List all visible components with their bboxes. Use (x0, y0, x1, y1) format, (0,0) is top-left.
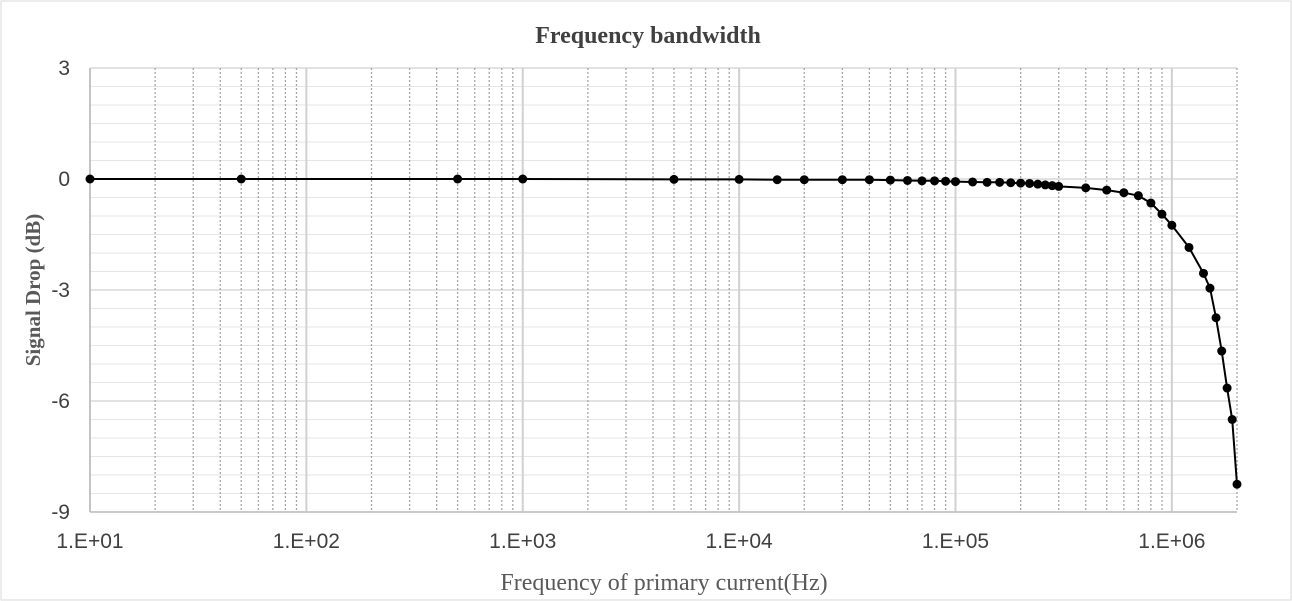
data-point (902, 175, 912, 185)
grid-lines (89, 67, 1238, 513)
y-tick-label: -6 (51, 390, 70, 413)
data-point (917, 176, 927, 186)
data-point (1025, 178, 1035, 188)
x-tick-label: 1.E+01 (56, 530, 123, 553)
x-tick-label: 1.E+05 (922, 530, 989, 553)
data-point (1016, 178, 1026, 188)
data-point (1217, 346, 1227, 356)
data-point (1133, 191, 1143, 201)
chart-title: Frequency bandwidth (535, 23, 761, 49)
data-point (1198, 268, 1208, 278)
axes (89, 68, 1237, 513)
y-tick-label: 3 (58, 57, 70, 80)
y-tick-label: -3 (51, 279, 70, 302)
data-point (1146, 198, 1156, 208)
data-point (772, 175, 782, 185)
data-point (1054, 181, 1064, 191)
data-point (995, 177, 1005, 187)
y-tick-label: -9 (51, 501, 70, 524)
data-point (1167, 220, 1177, 230)
data-point (837, 175, 847, 185)
data-point (1222, 383, 1232, 393)
data-point (799, 175, 809, 185)
data-point (982, 177, 992, 187)
data-point (1157, 209, 1167, 219)
data-point (1006, 178, 1016, 188)
data-point (1232, 479, 1242, 489)
data-point (1227, 415, 1237, 424)
data-point (1033, 179, 1043, 189)
data-point (669, 174, 679, 184)
data-point (734, 174, 744, 184)
data-series (85, 174, 1242, 489)
data-point (1211, 313, 1221, 323)
y-axis-title: Signal Drop (dB) (21, 214, 45, 367)
data-point (518, 174, 528, 184)
data-point (1184, 242, 1194, 252)
x-tick-label: 1.E+02 (273, 530, 340, 553)
tick-labels: -9 -6 -3 0 3 1.E+01 1.E+02 1.E+03 1.E+04 1.E+05 1.… (51, 57, 1205, 553)
y-tick-label: 0 (58, 168, 70, 191)
x-axis-title: Frequency of primary current(Hz) (500, 570, 827, 596)
x-tick-label: 1.E+03 (489, 530, 556, 553)
data-point (941, 176, 951, 186)
data-point (968, 177, 978, 187)
data-point (950, 177, 960, 187)
x-tick-label: 1.E+06 (1138, 530, 1205, 553)
data-point (1040, 180, 1050, 190)
data-point (864, 175, 874, 185)
data-point (1205, 283, 1215, 293)
data-point (1102, 185, 1112, 195)
x-tick-label: 1.E+04 (706, 530, 773, 553)
data-point (85, 174, 95, 184)
data-point (1119, 188, 1129, 198)
data-point (453, 174, 463, 184)
data-point (885, 175, 895, 185)
data-point (236, 174, 246, 184)
data-point (1081, 183, 1091, 193)
data-point (930, 176, 940, 186)
